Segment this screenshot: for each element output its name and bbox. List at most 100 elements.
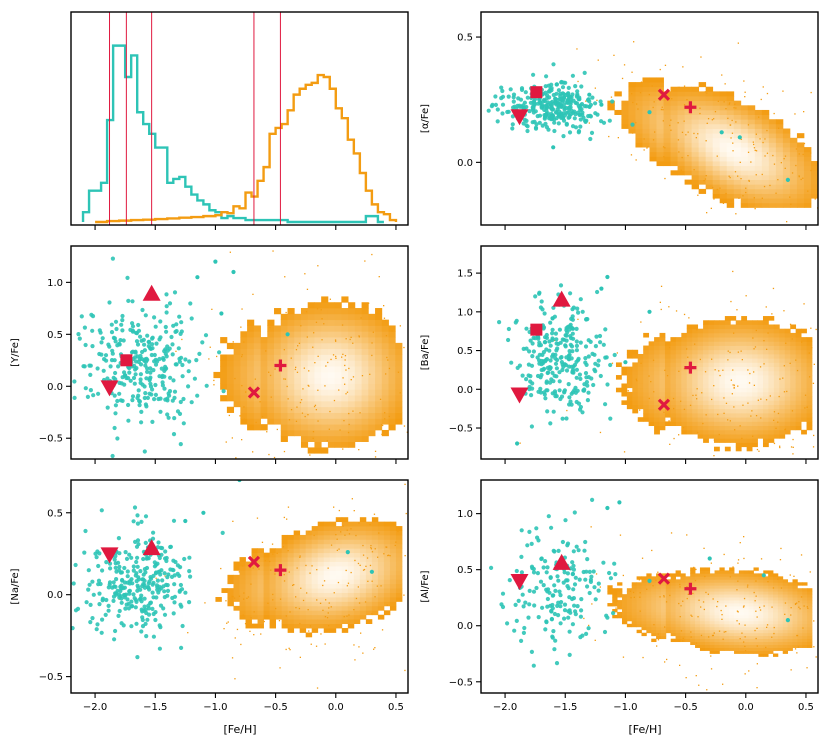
density-cell xyxy=(617,594,623,598)
halo-point xyxy=(506,337,511,343)
density-cell xyxy=(663,142,671,148)
field-dot xyxy=(245,391,247,393)
field-dot xyxy=(240,643,242,646)
field-dot xyxy=(287,398,289,400)
panel-content xyxy=(71,480,408,689)
field-dot xyxy=(426,392,427,393)
density-cell xyxy=(801,417,807,422)
density-cell xyxy=(220,383,228,390)
density-cell xyxy=(692,387,699,393)
density-cell xyxy=(299,601,307,607)
field-dot xyxy=(820,361,821,362)
density-cell xyxy=(341,406,349,413)
density-cell xyxy=(621,608,628,613)
density-cell xyxy=(670,375,677,380)
field-dot xyxy=(371,551,374,553)
field-dot xyxy=(309,625,312,627)
density-cell xyxy=(757,434,764,439)
density-cell xyxy=(801,349,807,355)
halo-point xyxy=(86,568,91,573)
density-cell xyxy=(757,324,764,330)
field-dot xyxy=(652,106,654,109)
field-dot xyxy=(344,359,346,361)
density-cell xyxy=(649,100,657,106)
field-dot xyxy=(653,391,655,393)
density-cell xyxy=(281,623,289,629)
density-cell xyxy=(703,328,709,334)
density-cell xyxy=(643,383,650,389)
density-cell xyxy=(314,441,322,448)
halo-point xyxy=(557,388,562,393)
halo-point-outlier xyxy=(719,130,724,135)
field-dot xyxy=(293,584,295,586)
density-cell xyxy=(762,421,769,427)
density-cell xyxy=(275,610,283,616)
field-dot xyxy=(683,85,686,87)
field-dot xyxy=(370,548,372,550)
y-tick-label: 1.0 xyxy=(47,278,63,289)
halo-point xyxy=(82,550,87,555)
field-dot xyxy=(399,325,401,327)
density-cell xyxy=(684,179,693,185)
density-cell xyxy=(740,142,749,148)
density-cell xyxy=(300,435,309,442)
density-cell xyxy=(705,128,714,134)
density-cell xyxy=(789,137,798,143)
halo-point xyxy=(120,578,125,583)
density-cell xyxy=(757,391,764,397)
density-cell xyxy=(389,565,397,571)
density-cell xyxy=(724,337,731,342)
density-cell xyxy=(646,611,652,616)
density-cell xyxy=(663,105,671,111)
field-dot xyxy=(394,544,396,547)
density-cell xyxy=(314,371,322,379)
density-cell xyxy=(314,435,322,442)
density-cell xyxy=(353,574,361,580)
field-dot xyxy=(815,328,817,331)
panel-ba: −0.50.00.51.01.5[Ba/Fe] xyxy=(420,245,821,464)
density-cell xyxy=(746,337,753,342)
density-cell xyxy=(281,570,289,576)
density-cell xyxy=(773,324,780,330)
density-cell xyxy=(311,614,319,620)
field-dot xyxy=(260,633,262,635)
density-cell xyxy=(761,179,770,185)
density-cell xyxy=(347,565,355,571)
halo-point xyxy=(164,304,169,309)
halo-point xyxy=(94,627,99,632)
density-cell xyxy=(665,608,672,613)
field-dot xyxy=(374,450,377,452)
field-dot xyxy=(792,446,794,448)
halo-point xyxy=(586,354,591,359)
density-cell xyxy=(253,389,261,396)
x-tick-label: −1.0 xyxy=(203,702,227,713)
density-cell xyxy=(698,100,707,106)
density-cell xyxy=(730,370,737,376)
density-cell xyxy=(293,601,301,607)
density-cell xyxy=(257,605,264,611)
density-cell xyxy=(762,425,769,431)
density-cell xyxy=(300,424,309,431)
field-dot xyxy=(736,309,738,311)
density-cell xyxy=(697,404,704,410)
halo-point xyxy=(146,581,151,586)
density-cell xyxy=(692,404,699,410)
density-cell xyxy=(730,358,737,363)
halo-point xyxy=(73,562,78,568)
density-cell xyxy=(712,193,721,199)
field-dot xyxy=(777,179,779,181)
density-cell xyxy=(664,412,671,418)
density-cell xyxy=(287,418,295,425)
density-cell xyxy=(801,429,807,435)
marker-plus-4 xyxy=(684,361,697,374)
density-cell xyxy=(708,366,715,372)
field-dot xyxy=(631,132,634,134)
halo-point xyxy=(530,105,535,110)
halo-point xyxy=(111,375,116,380)
halo-point xyxy=(163,324,168,330)
field-dot xyxy=(315,645,318,647)
density-cell xyxy=(388,331,396,338)
density-cell xyxy=(383,610,391,616)
halo-point xyxy=(165,583,170,588)
field-dot xyxy=(734,103,736,105)
